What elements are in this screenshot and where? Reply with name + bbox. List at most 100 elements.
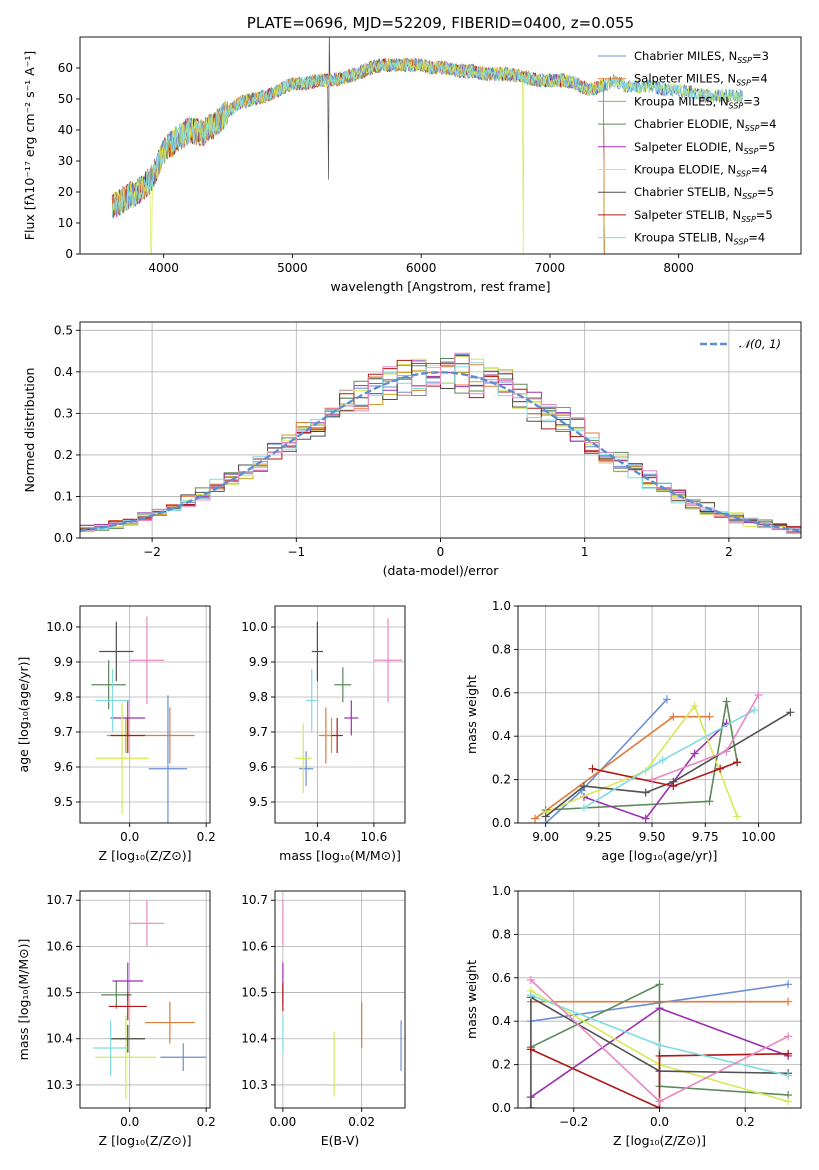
x-tick-label: 5000 (277, 261, 308, 275)
x-tick-label: 9.75 (692, 830, 719, 844)
panel-weight-vs-Z: −0.2 0.0 0.2 0.0 0.2 0.4 0.6 0.8 1.0 Z [log₁₀(Z/Z… (464, 884, 802, 1148)
spectrum-line-series-8 (111, 58, 743, 219)
y-tick-label: 10.5 (241, 986, 268, 1000)
y-tick-label: 0.2 (492, 1058, 511, 1072)
x-axis-label: Z [log₁₀(Z/Z⊙)] (99, 848, 192, 863)
legend-entry: 𝒩(0, 1) (739, 337, 781, 351)
x-tick-label: 0.0 (120, 830, 139, 844)
y-tick-label: 10.6 (241, 939, 268, 953)
y-tick-label: 10.4 (241, 1032, 268, 1046)
x-tick-label: 0.00 (270, 1115, 297, 1129)
y-tick-label: 9.6 (54, 760, 73, 774)
panel-age-vs-Z: 0.0 0.2 9.5 9.6 9.7 9.8 9.9 10.0 Z [log₁₀(Z/Z⊙)]… (16, 605, 216, 863)
y-tick-label: 60 (58, 61, 73, 75)
y-tick-label: 0.6 (492, 686, 511, 700)
weight-marker (579, 803, 588, 812)
y-tick-label: 0.1 (54, 489, 73, 503)
y-tick-label: 9.5 (249, 795, 268, 809)
legend-entry: Kroupa MILES, NSSP=3 (634, 94, 760, 110)
y-tick-label: 10.5 (46, 986, 73, 1000)
y-tick-label: 40 (58, 123, 73, 137)
weight-marker (526, 991, 535, 1000)
weight-marker (669, 712, 678, 721)
normal-reference-curve (80, 371, 801, 532)
legend-entry: Salpeter STELIB, NSSP=5 (634, 208, 773, 224)
x-tick-label: 0.0 (650, 1115, 669, 1129)
axes-frame (517, 605, 802, 824)
axes-frame (79, 36, 802, 255)
y-tick-label: 0.2 (492, 773, 511, 787)
weight-marker (754, 690, 763, 699)
y-tick-label: 10.4 (46, 1032, 73, 1046)
x-tick-label: 9.25 (585, 830, 612, 844)
y-tick-label: 0.8 (492, 927, 511, 941)
x-tick-label: −1 (287, 545, 305, 559)
weight-marker (655, 1097, 664, 1106)
y-tick-label: 20 (58, 185, 73, 199)
y-tick-label: 10.3 (241, 1078, 268, 1092)
weight-marker (784, 1032, 793, 1041)
axes-frame (79, 605, 211, 824)
weight-marker (648, 775, 657, 784)
y-tick-label: 0.0 (492, 816, 511, 830)
x-tick-label: 4000 (148, 261, 179, 275)
x-tick-label: 10.6 (361, 830, 388, 844)
weight-marker (662, 695, 671, 704)
weight-line-series-6 (545, 711, 791, 818)
weight-marker (784, 1049, 793, 1058)
x-tick-label: 6000 (406, 261, 437, 275)
weight-marker (655, 980, 664, 989)
y-tick-label: 9.7 (54, 725, 73, 739)
x-tick-label: 0.0 (120, 1115, 139, 1129)
panel-weight-vs-age: 9.00 9.25 9.50 9.75 10.00 0.0 0.2 0.4 0.6 0.8 1.0 a… (464, 599, 802, 863)
x-axis-label: Z [log₁₀(Z/Z⊙)] (613, 1133, 706, 1148)
x-axis-label: mass [log₁₀(M/M⊙)] (279, 848, 401, 863)
x-axis-label: E(B-V) (321, 1133, 360, 1148)
weight-line-series-7 (530, 1048, 789, 1108)
y-tick-label: 0.4 (492, 1014, 511, 1028)
panel-mass-vs-EBV: 0.00 0.02 10.3 10.4 10.5 10.6 10.7 E(B-V) (241, 890, 406, 1148)
chart-title: PLATE=0696, MJD=52209, FIBERID=0400, z=0… (247, 14, 634, 32)
x-tick-label: 10.00 (741, 830, 775, 844)
x-axis-label: Z [log₁₀(Z/Z⊙)] (99, 1133, 192, 1148)
weight-marker (669, 782, 678, 791)
plot-area (294, 618, 403, 794)
weight-marker (722, 747, 731, 756)
panel-mass-vs-Z: 0.0 0.2 10.3 10.4 10.5 10.6 10.7 Z [log₁₀(Z/Z⊙)… (16, 890, 216, 1148)
spectrum-line-series-1 (111, 57, 605, 254)
y-tick-label: 10.7 (46, 893, 73, 907)
axes-frame (274, 890, 406, 1109)
panel-spectrum: 4000 5000 6000 7000 8000 0 10 20 30 40 50 60 wavelen… (22, 14, 802, 294)
weight-marker (750, 706, 759, 715)
legend-entry: Chabrier STELIB, NSSP=5 (634, 185, 774, 201)
y-tick-label: 9.8 (54, 690, 73, 704)
y-tick-label: 9.8 (249, 690, 268, 704)
spectrum-line-series-4 (111, 57, 605, 254)
weight-marker (784, 1071, 793, 1080)
weight-marker (690, 749, 699, 758)
plot-area (526, 975, 793, 1108)
legend-entry: Salpeter ELODIE, NSSP=5 (634, 140, 775, 156)
y-tick-label: 9.5 (54, 795, 73, 809)
weight-marker (784, 980, 793, 989)
y-axis-label: mass [log₁₀(M/M⊙)] (16, 939, 31, 1061)
histogram-series-9 (80, 352, 801, 534)
weight-marker (526, 1104, 535, 1108)
plot-area (282, 900, 402, 1097)
y-tick-label: 1.0 (492, 884, 511, 898)
legend-entry: Chabrier ELODIE, NSSP=4 (634, 117, 776, 133)
y-axis-label: Normed distribution (22, 368, 37, 493)
y-tick-label: 50 (58, 92, 73, 106)
weight-marker (655, 1041, 664, 1050)
y-tick-label: 0.3 (54, 406, 73, 420)
weight-marker (658, 756, 667, 765)
y-axis-label: age [log₁₀(age/yr)] (16, 657, 31, 773)
y-tick-label: 0.8 (492, 642, 511, 656)
y-tick-label: 30 (58, 154, 73, 168)
y-axis-label: mass weight (464, 960, 479, 1039)
x-axis-label: age [log₁₀(age/yr)] (602, 848, 718, 863)
weight-marker (641, 788, 650, 797)
x-axis-label: (data-model)/error (383, 563, 500, 578)
legend: Chabrier MILES, NSSP=3 Salpeter MILES, NS… (598, 49, 776, 247)
